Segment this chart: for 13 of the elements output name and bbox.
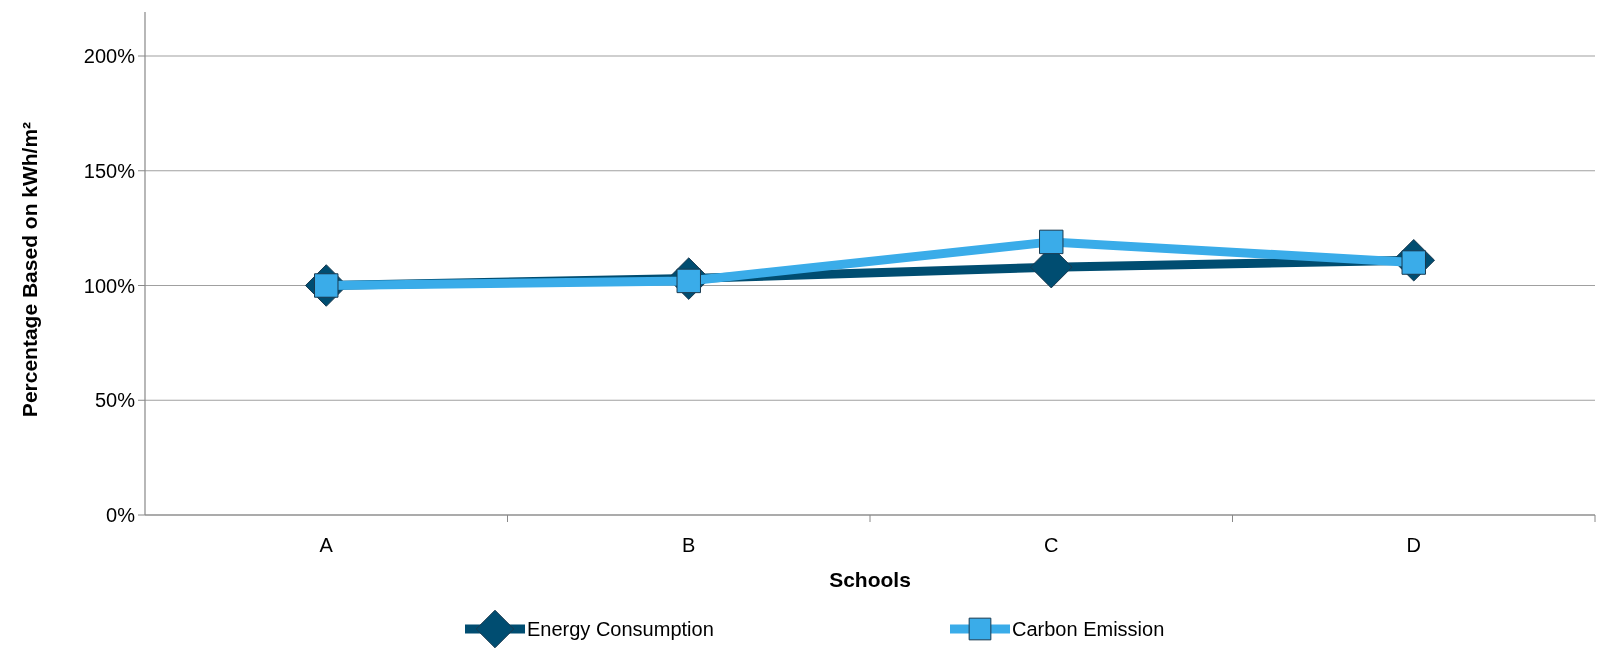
y-tick-label: 200% <box>83 45 136 67</box>
y-tick-label: 50% <box>94 389 136 412</box>
legend-label: Energy Consumption <box>527 618 714 640</box>
x-tick-label: A <box>319 534 334 556</box>
y-axis-title: Percentage Based on kWh/m² <box>18 121 41 418</box>
legend-label: Carbon Emission <box>1012 618 1165 640</box>
y-tick-label: 150% <box>83 159 136 182</box>
x-tick-label: B <box>682 534 696 556</box>
y-tick-label: 0% <box>106 504 136 526</box>
x-axis-title: Schools <box>829 568 911 591</box>
y-tick-label: 100% <box>83 274 136 297</box>
x-tick-label: D <box>1406 534 1421 556</box>
x-tick-label: C <box>1044 534 1059 556</box>
